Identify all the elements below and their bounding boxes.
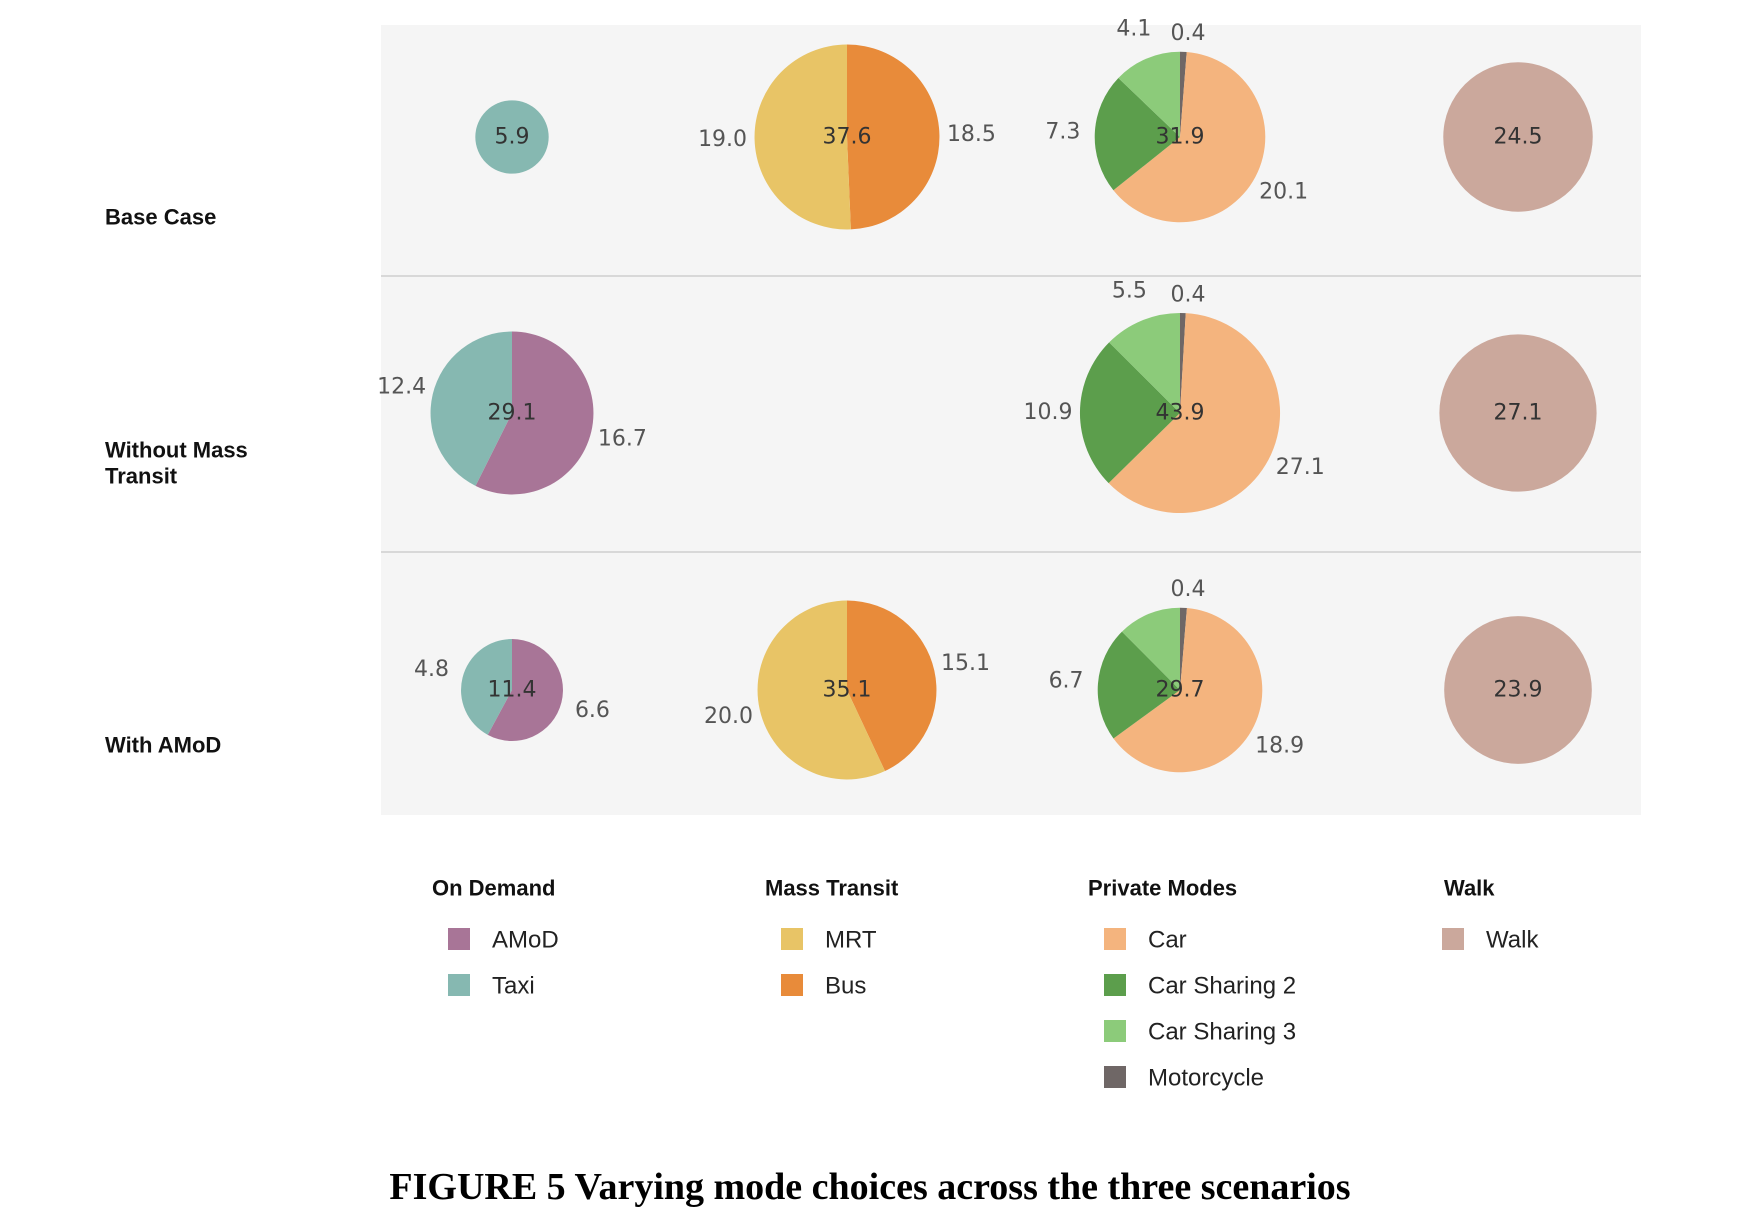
pie-slice-taxi [475, 100, 549, 174]
legend-label-car: Car [1148, 927, 1187, 954]
pie-slice-car-sharing-3 [1118, 51, 1180, 137]
slice-value-label: 16.7 [598, 427, 647, 452]
pie-slice-walk [1443, 62, 1593, 212]
pie-slice-car-sharing-2 [1094, 78, 1180, 191]
slice-value-label: 27.1 [1276, 455, 1325, 480]
slice-value-label: 0.4 [1171, 577, 1206, 602]
slice-value-label: 19.0 [698, 127, 747, 152]
legend-label-taxi: Taxi [492, 973, 535, 1000]
row-panel-base-case [381, 25, 1641, 275]
slice-value-label: 18.9 [1255, 734, 1304, 759]
pie-with-amod-mass-transit: 15.1 20.0 35.1 [704, 600, 990, 780]
pie-slice-motorcycle [1180, 51, 1187, 137]
pie-slice-mrt [754, 44, 851, 230]
pie-total-label: 29.1 [488, 401, 537, 426]
slice-value-label: 6.7 [1049, 668, 1084, 693]
legend-on-demand: On Demand AMoD Taxi [432, 876, 559, 1000]
pie-without-mass-transit-on-demand: 16.7 12.4 29.1 [377, 331, 647, 495]
legend-label-bus: Bus [825, 973, 866, 1000]
pie-total-label: 31.9 [1156, 125, 1205, 150]
pie-total-label: 35.1 [823, 678, 872, 703]
pie-slice-car-sharing-2 [1079, 342, 1180, 484]
row-panel-with-amod [381, 553, 1641, 815]
pie-slice-car [1113, 51, 1266, 223]
pie-slice-car-sharing-2 [1097, 631, 1180, 739]
legend-swatch-bus [781, 974, 803, 996]
legend-walk: Walk Walk [1442, 876, 1539, 954]
pie-total-label: 11.4 [488, 678, 537, 703]
pie-total-label: 24.5 [1494, 125, 1543, 150]
legend-label-amod: AMoD [492, 927, 559, 954]
pie-slice-car-sharing-3 [1109, 312, 1180, 413]
pie-slice-taxi [461, 639, 512, 735]
pie-slice-walk [1439, 334, 1597, 492]
pie-base-case-private-modes: 0.4 20.1 7.3 4.1 31.9 [1045, 17, 1308, 223]
pie-base-case-on-demand: 5.9 [475, 100, 549, 174]
slice-value-label: 0.4 [1171, 282, 1206, 307]
slice-value-label: 4.1 [1116, 17, 1151, 42]
row-label: Base Case [105, 205, 216, 230]
legend-title: Mass Transit [765, 876, 899, 901]
legend-title: Walk [1444, 876, 1495, 901]
pie-with-amod-private-modes: 0.4 18.9 6.7 29.7 [1049, 577, 1304, 773]
slice-value-label: 15.1 [941, 651, 990, 676]
legend-mass-transit: Mass Transit MRT Bus [765, 876, 899, 1000]
pie-slice-mrt [757, 600, 885, 780]
pie-base-case-mass-transit: 18.5 19.0 37.6 [698, 44, 996, 230]
pie-total-label: 43.9 [1156, 401, 1205, 426]
legend-label-car-sharing-3: Car Sharing 3 [1148, 1019, 1296, 1046]
slice-value-label: 6.6 [575, 698, 610, 723]
legend-swatch-mrt [781, 928, 803, 950]
legend-swatch-taxi [448, 974, 470, 996]
pie-base-case-walk: 24.5 [1443, 62, 1593, 212]
legend-label-car-sharing-2: Car Sharing 2 [1148, 973, 1296, 1000]
pie-slice-motorcycle [1180, 312, 1186, 413]
row-label: Without Mass [105, 438, 248, 463]
legend-title: Private Modes [1088, 876, 1237, 901]
pie-total-label: 23.9 [1494, 678, 1543, 703]
pie-without-mass-transit-walk: 27.1 [1439, 334, 1597, 492]
slice-value-label: 7.3 [1045, 119, 1080, 144]
pie-slice-motorcycle [1180, 607, 1187, 690]
slice-value-label: 10.9 [1023, 400, 1072, 425]
pie-slice-bus [847, 44, 940, 230]
pie-slice-car [1108, 313, 1281, 514]
slice-value-label: 4.8 [414, 657, 449, 682]
legend-title: On Demand [432, 876, 555, 901]
legend-label-walk: Walk [1486, 927, 1539, 954]
pie-total-label: 29.7 [1156, 678, 1205, 703]
slice-value-label: 5.5 [1112, 279, 1147, 304]
figure-caption: FIGURE 5 Varying mode choices across the… [389, 1166, 1350, 1208]
legend-swatch-car-sharing-2 [1104, 974, 1126, 996]
legend-label-motorcycle: Motorcycle [1148, 1065, 1264, 1092]
slice-value-label: 18.5 [947, 122, 996, 147]
slice-value-label: 20.0 [704, 704, 753, 729]
legend-private-modes: Private Modes Car Car Sharing 2 Car Sharing… [1088, 876, 1296, 1092]
legend-label-mrt: MRT [825, 927, 877, 954]
pie-slice-car [1113, 608, 1263, 773]
legend-swatch-motorcycle [1104, 1066, 1126, 1088]
slice-value-label: 20.1 [1259, 179, 1308, 204]
pie-slice-amod [487, 639, 563, 741]
row-label: With AMoD [105, 733, 221, 758]
pie-slice-walk [1444, 616, 1592, 764]
pie-with-amod-walk: 23.9 [1444, 616, 1592, 764]
legend-swatch-car [1104, 928, 1126, 950]
pie-slice-car-sharing-3 [1121, 607, 1180, 690]
slice-value-label: 0.4 [1171, 21, 1206, 46]
legend-swatch-walk [1442, 928, 1464, 950]
slice-value-label: 12.4 [377, 374, 426, 399]
pie-total-label: 37.6 [823, 125, 872, 150]
pie-with-amod-on-demand: 6.6 4.8 11.4 [414, 639, 610, 741]
legend-swatch-amod [448, 928, 470, 950]
pie-slice-bus [847, 600, 937, 771]
pie-slice-amod [475, 331, 594, 495]
pie-slice-taxi [430, 331, 512, 486]
pie-total-label: 5.9 [495, 125, 530, 150]
row-label: Transit [105, 464, 178, 489]
pie-without-mass-transit-private-modes: 0.4 27.1 10.9 5.5 43.9 [1023, 279, 1325, 514]
legend-swatch-car-sharing-3 [1104, 1020, 1126, 1042]
pie-total-label: 27.1 [1494, 401, 1543, 426]
